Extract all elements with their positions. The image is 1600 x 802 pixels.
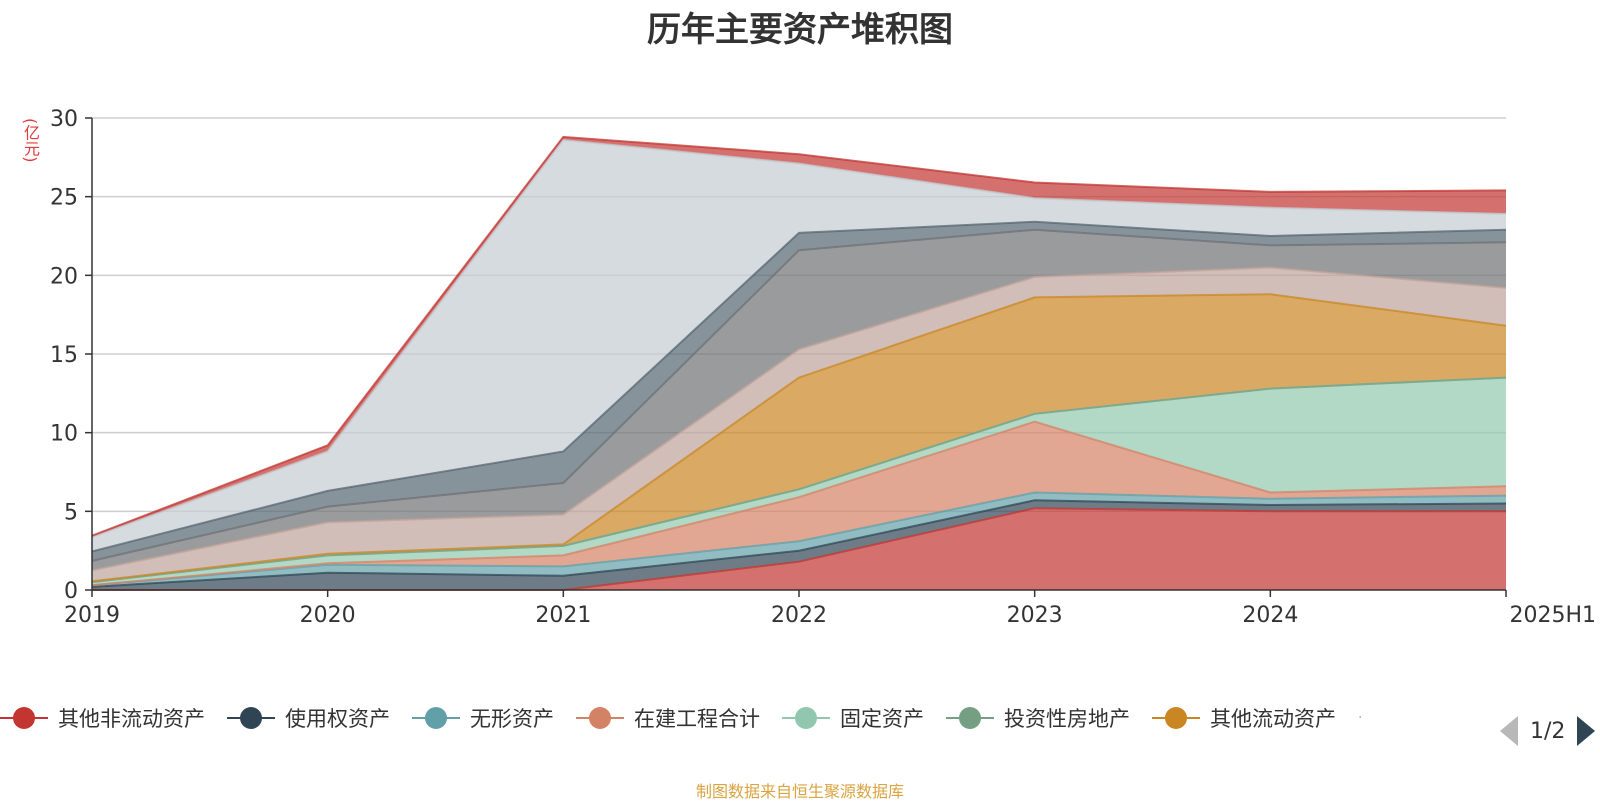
series-line-1 xyxy=(91,499,1507,588)
legend-marker-icon xyxy=(412,706,460,730)
series-line-2 xyxy=(91,491,1507,587)
y-tick-label: 15 xyxy=(50,343,78,368)
area-series-8 xyxy=(92,229,1506,571)
area-series-0 xyxy=(92,508,1506,590)
area-series-7 xyxy=(92,267,1506,582)
x-tick-label: 2022 xyxy=(771,603,827,628)
legend-page-indicator: 1/2 xyxy=(1530,718,1566,744)
legend-marker-icon xyxy=(227,706,275,730)
series-line-8 xyxy=(91,228,1507,562)
y-tick-label: 0 xyxy=(64,579,78,604)
legend-label: 其他流动资产 xyxy=(1210,707,1336,731)
area-series-6 xyxy=(92,294,1506,583)
legend-item[interactable]: 其他非流动资产 xyxy=(0,703,205,733)
area-series-3 xyxy=(92,421,1506,586)
source-note: 制图数据来自恒生聚源数据库 xyxy=(695,782,904,801)
legend-label: 其他非流动资产 xyxy=(58,707,205,731)
x-tick-label: 2023 xyxy=(1007,603,1063,628)
series-line-6 xyxy=(91,293,1507,583)
x-tick-label: 2025H1 xyxy=(1509,603,1596,628)
y-tick-label: 10 xyxy=(50,422,78,447)
x-tick-label: 2019 xyxy=(64,603,120,628)
y-tick-label: 20 xyxy=(50,264,78,289)
area-series-10 xyxy=(92,140,1506,552)
x-tick-label: 2021 xyxy=(535,603,591,628)
area-series-1 xyxy=(92,500,1506,590)
legend-label: 使用权资产 xyxy=(285,707,390,731)
y-tick-label: 30 xyxy=(50,107,78,132)
series-line-11 xyxy=(91,135,1507,537)
prev-page-icon[interactable] xyxy=(1500,716,1518,746)
series-line-7 xyxy=(91,266,1507,572)
legend-item[interactable]: 固定资产 xyxy=(782,703,924,733)
legend-pager: 1/2 xyxy=(1500,716,1596,746)
series-lines xyxy=(91,135,1507,591)
chart-legend: 其他非流动资产 使用权资产 无形资产 在建工程合计 固定资产 投资性房地产 其他流动资产 · xyxy=(0,700,1388,736)
chart-title: 历年主要资产堆积图 xyxy=(647,10,953,50)
x-tick-label: 2024 xyxy=(1242,603,1298,628)
legend-item[interactable]: 使用权资产 xyxy=(227,703,390,733)
legend-marker-icon xyxy=(0,706,48,730)
area-series-9 xyxy=(92,221,1506,561)
area-series-4 xyxy=(92,377,1506,586)
legend-item[interactable]: 无形资产 xyxy=(412,703,554,733)
legend-item[interactable]: 其他流动资产 xyxy=(1152,703,1336,733)
legend-label: 无形资产 xyxy=(470,707,554,731)
legend-label: 在建工程合计 xyxy=(634,707,760,731)
series-line-10 xyxy=(91,138,1507,539)
legend-label: 固定资产 xyxy=(840,707,924,731)
next-page-icon[interactable] xyxy=(1577,716,1596,746)
area-series xyxy=(92,136,1506,590)
series-line-9 xyxy=(91,220,1507,553)
legend-label: 投资性房地产 xyxy=(1004,707,1130,731)
legend-overflow-dot-icon: · xyxy=(1358,710,1363,726)
y-axis-label: (亿元) xyxy=(21,118,40,163)
legend-marker-icon xyxy=(782,706,830,730)
legend-item[interactable]: 投资性房地产 xyxy=(946,703,1130,733)
axes: 0 5 10 15 20 25 30 2019 2020 2021 2022 2023 2024 2025… xyxy=(50,107,1596,628)
legend-item[interactable]: 在建工程合计 xyxy=(576,703,760,733)
y-tick-label: 5 xyxy=(64,500,78,525)
series-line-3 xyxy=(91,420,1507,587)
y-tick-label: 25 xyxy=(50,186,78,211)
legend-marker-icon xyxy=(1152,706,1200,730)
x-tick-label: 2020 xyxy=(300,603,356,628)
legend-marker-icon xyxy=(946,706,994,730)
series-line-5 xyxy=(91,376,1507,584)
legend-marker-icon xyxy=(576,706,624,730)
